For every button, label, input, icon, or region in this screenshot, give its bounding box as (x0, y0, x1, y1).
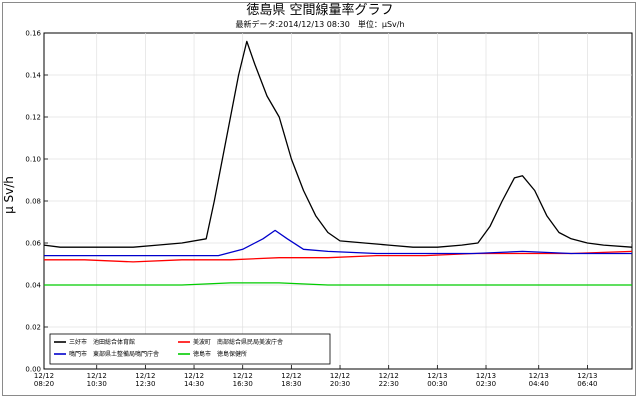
chart-frame (2, 2, 636, 396)
x-tick-label: 12/13 (476, 372, 496, 380)
x-tick-label: 08:20 (34, 380, 54, 388)
y-tick-label: 0.08 (25, 198, 41, 206)
y-tick-label: 0.04 (25, 282, 41, 290)
x-tick-label: 06:40 (577, 380, 597, 388)
chart-header: 徳島県 空間線量率グラフ 最新データ:2014/12/13 08:30 単位：μ… (0, 3, 640, 31)
x-tick-label: 12/13 (427, 372, 447, 380)
y-tick-label: 0.06 (25, 240, 41, 248)
x-tick-label: 22:30 (379, 380, 399, 388)
legend-label: 美波町 南部総合県民局美波庁舎 (193, 338, 283, 346)
x-tick-label: 12/12 (379, 372, 399, 380)
x-tick-label: 12/12 (135, 372, 155, 380)
y-tick-label: 0.12 (25, 114, 41, 122)
chart-title: 徳島県 空間線量率グラフ (246, 3, 394, 18)
series-lines (43, 40, 633, 286)
x-tick-label: 18:30 (281, 380, 301, 388)
y-tick-label: 0.16 (25, 30, 41, 38)
series-line-3 (44, 229, 632, 257)
x-tick-label: 10:30 (87, 380, 107, 388)
x-tick-label: 00:30 (427, 380, 447, 388)
y-tick-label: 0.02 (25, 324, 41, 332)
x-tick-label: 14:30 (184, 380, 204, 388)
x-tick-label: 12/13 (529, 372, 549, 380)
x-tick-label: 12/12 (233, 372, 253, 380)
legend-label: 鳴門市 東部県土整備局鳴門庁舎 (69, 350, 159, 358)
y-axis-ticks: 0.00 0.02 0.04 0.06 0.08 0.10 0.12 0.14 0.16 (25, 30, 48, 374)
legend-box (49, 333, 331, 365)
x-tick-label: 12/12 (281, 372, 301, 380)
series-line-4 (44, 282, 632, 286)
x-axis-ticks: 12/1208:2012/1210:3012/1212:3012/1214:30… (34, 365, 597, 388)
y-tick-label: 0.14 (25, 72, 41, 80)
x-tick-label: 12/12 (87, 372, 107, 380)
y-axis-label: μ Sv/h (2, 176, 16, 214)
x-tick-label: 12/13 (577, 372, 597, 380)
x-tick-label: 12/12 (330, 372, 350, 380)
y-tick-label: 0.00 (25, 366, 41, 374)
legend-label: 三好市 池田総合体育館 (69, 338, 135, 346)
chart-subtitle: 最新データ:2014/12/13 08:30 単位：μSv/h (235, 20, 405, 29)
x-tick-label: 12:30 (135, 380, 155, 388)
x-tick-label: 12/12 (34, 372, 54, 380)
y-tick-label: 0.10 (25, 156, 41, 164)
x-tick-label: 20:30 (330, 380, 350, 388)
series-line-2 (44, 250, 633, 263)
x-tick-label: 02:30 (476, 380, 496, 388)
x-tick-label: 12/12 (184, 372, 204, 380)
x-tick-label: 04:40 (529, 380, 549, 388)
series-line-1 (43, 40, 633, 248)
x-tick-label: 16:30 (233, 380, 253, 388)
legend-label: 徳島市 徳島保健所 (193, 350, 247, 358)
grid-lines (44, 33, 632, 369)
